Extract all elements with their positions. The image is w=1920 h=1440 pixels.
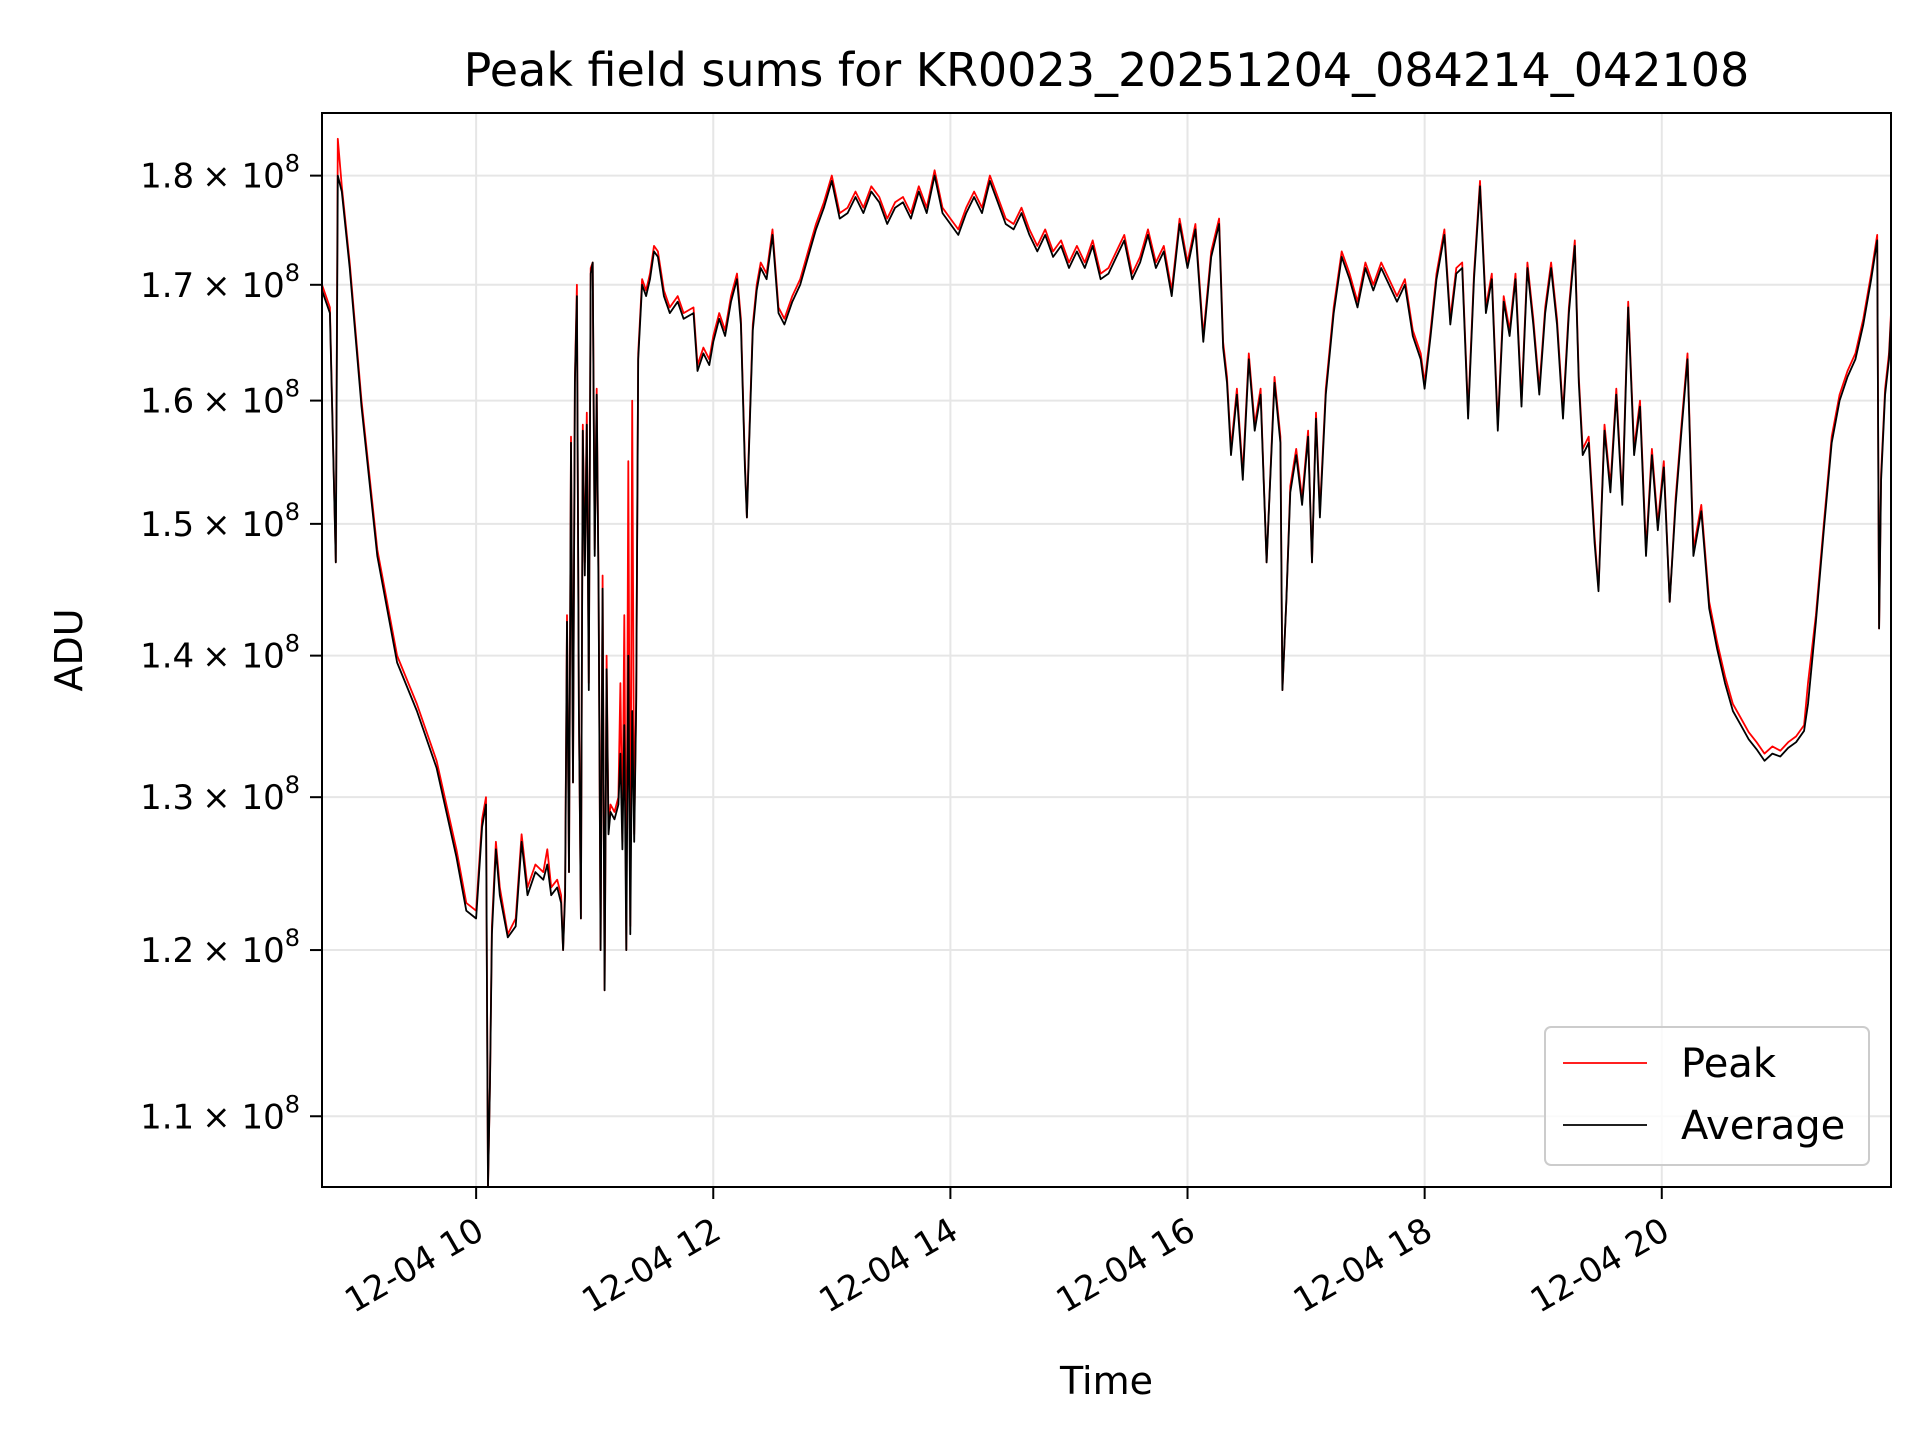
y-tick-exponent: 8 — [285, 1090, 300, 1118]
y-tick-mantissa: 1.7 — [140, 266, 194, 306]
y-tick-exponent: 8 — [285, 498, 300, 526]
chart-title: Peak field sums for KR0023_20251204_0842… — [464, 43, 1750, 97]
y-tick-base: × 10 — [202, 266, 285, 306]
y-tick-label: 1.6 × 108 — [140, 375, 300, 422]
y-tick-label: 1.8 × 108 — [140, 150, 300, 197]
y-tick-exponent: 8 — [285, 630, 300, 658]
legend-label-average: Average — [1681, 1103, 1845, 1149]
y-tick-exponent: 8 — [285, 924, 300, 952]
x-axis-label: Time — [1059, 1359, 1153, 1403]
y-tick-label: 1.4 × 108 — [140, 630, 300, 677]
y-tick-base: × 10 — [202, 637, 285, 677]
y-tick-label: 1.1 × 108 — [140, 1090, 300, 1137]
y-tick-mantissa: 1.4 — [140, 637, 194, 677]
y-tick-exponent: 8 — [285, 150, 300, 178]
axes-frame — [321, 112, 1892, 1188]
y-tick-mantissa: 1.8 — [140, 157, 194, 197]
y-tick-exponent: 8 — [285, 375, 300, 403]
y-tick-mantissa: 1.2 — [140, 931, 194, 971]
y-tick-base: × 10 — [202, 1097, 285, 1137]
y-tick-label: 1.3 × 108 — [140, 771, 300, 818]
y-axis-label: ADU — [47, 608, 91, 691]
y-tick-base: × 10 — [202, 157, 285, 197]
y-tick-mantissa: 1.3 — [140, 778, 194, 818]
y-tick-mantissa: 1.6 — [140, 382, 194, 422]
legend-label-peak: Peak — [1681, 1041, 1777, 1087]
y-tick-label: 1.5 × 108 — [140, 498, 300, 545]
y-tick-base: × 10 — [202, 931, 285, 971]
grid-lines — [322, 113, 1891, 1187]
series-line-average — [321, 174, 1892, 1188]
y-tick-exponent: 8 — [285, 771, 300, 799]
y-tick-base: × 10 — [202, 778, 285, 818]
legend: Peak Average — [1544, 1026, 1870, 1166]
y-tick-base: × 10 — [202, 382, 285, 422]
y-tick-exponent: 8 — [285, 259, 300, 287]
y-tick-mantissa: 1.5 — [140, 505, 194, 545]
series-layer — [321, 137, 1892, 1188]
y-tick-label: 1.2 × 108 — [140, 924, 300, 971]
legend-box — [1544, 1026, 1870, 1166]
y-tick-mantissa: 1.1 — [140, 1097, 194, 1137]
y-tick-base: × 10 — [202, 505, 285, 545]
y-tick-label: 1.7 × 108 — [140, 259, 300, 306]
